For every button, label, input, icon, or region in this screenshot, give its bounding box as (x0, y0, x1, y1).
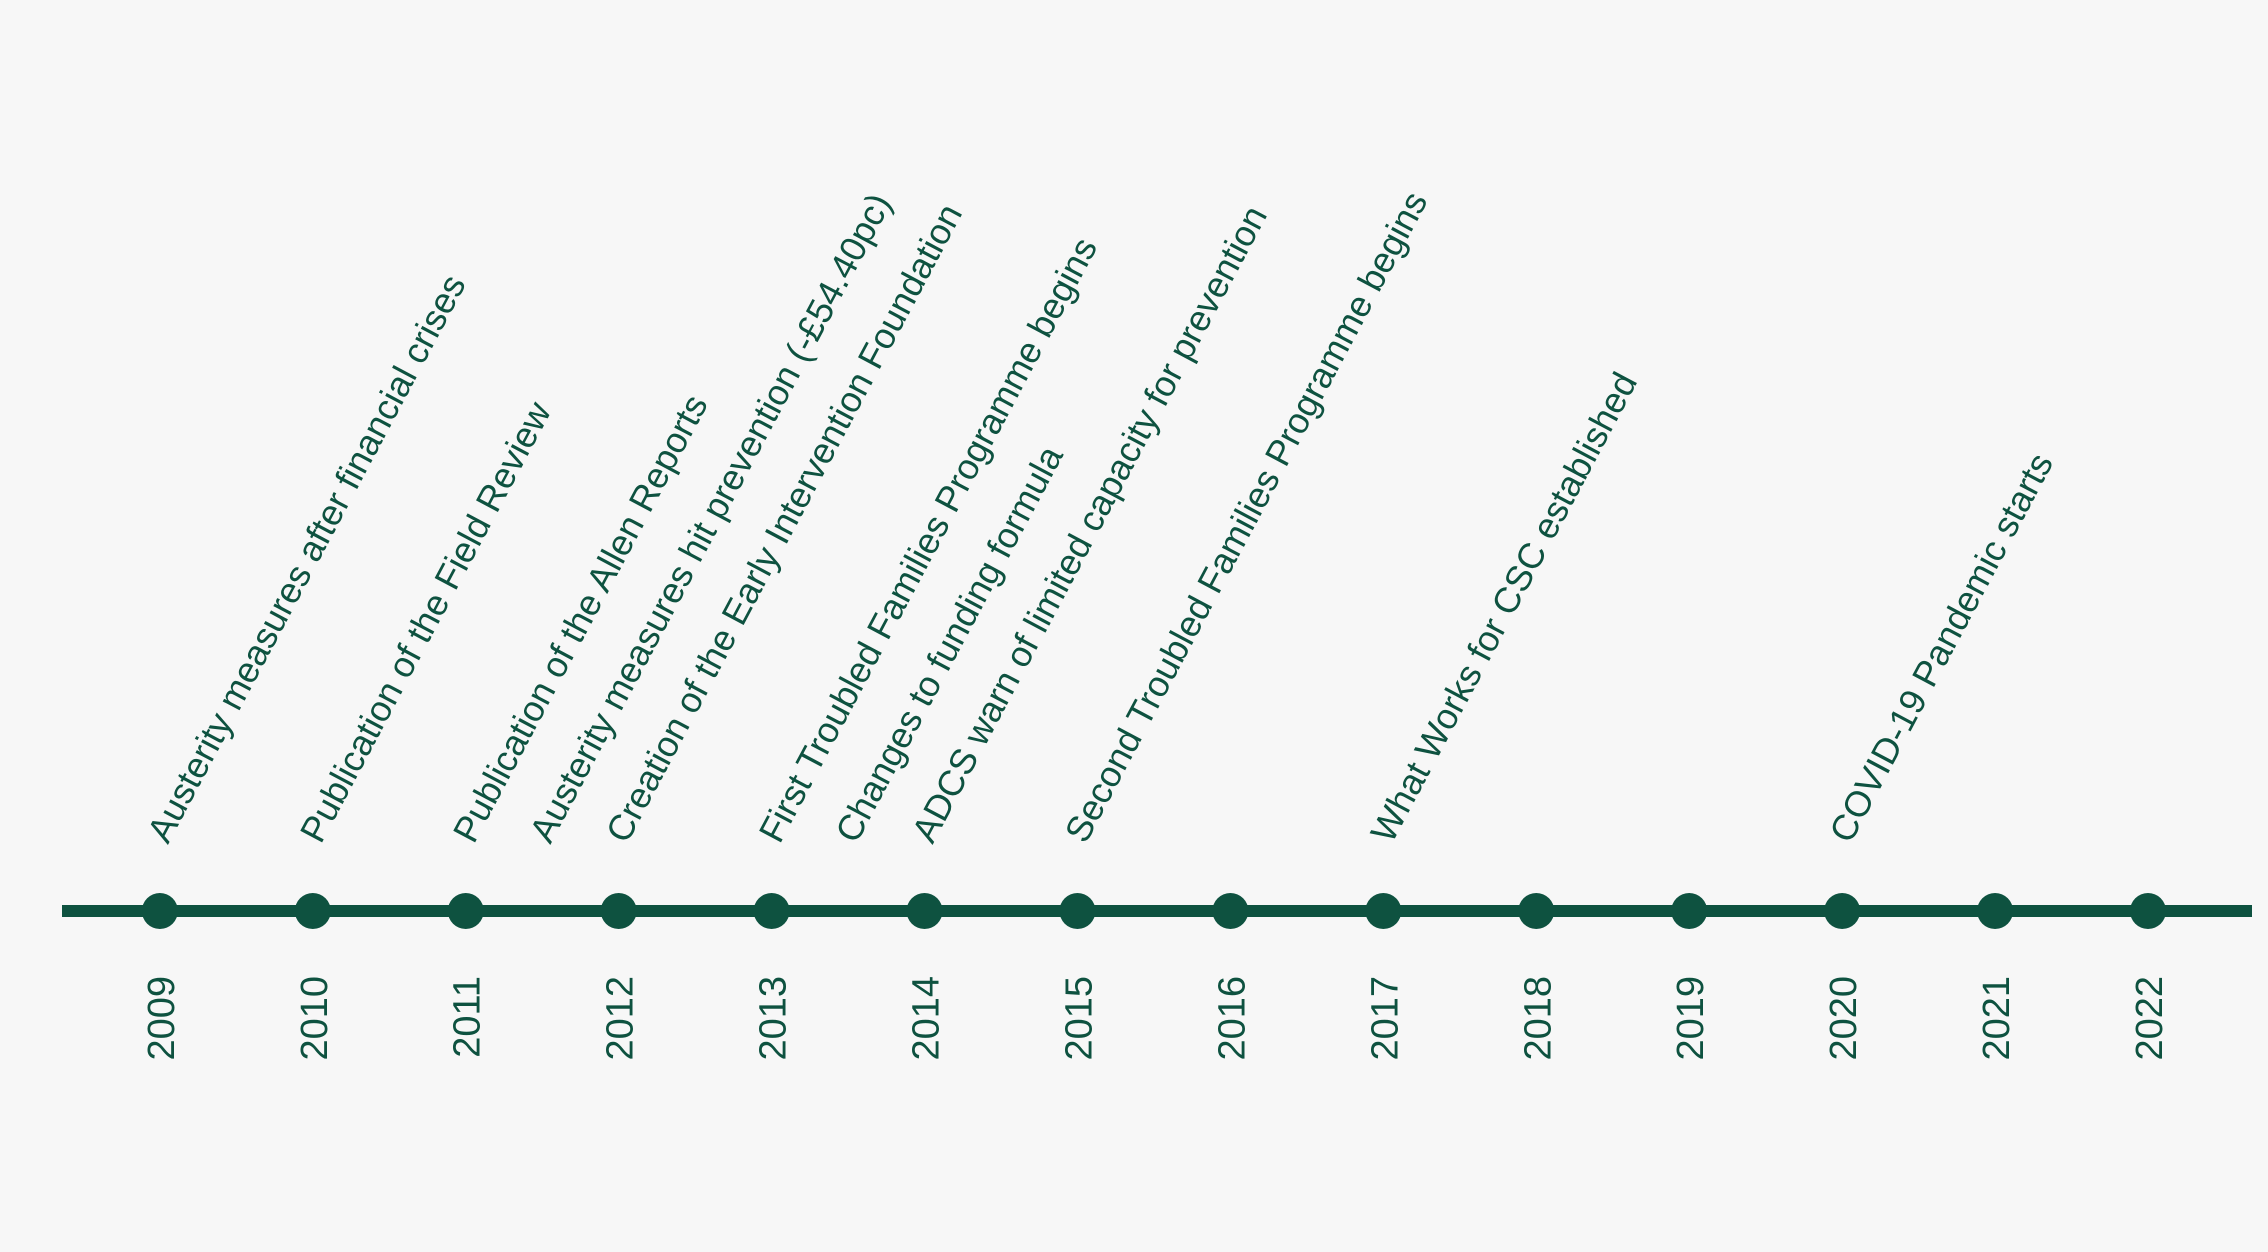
event-label: What Works for CSC established (1362, 366, 1645, 849)
year-label-2014: 2014 (906, 976, 948, 1061)
year-label-2020: 2020 (1823, 976, 1865, 1061)
year-label-2012: 2012 (600, 976, 642, 1061)
event-label: Austerity measures hit prevention (-£54.… (521, 186, 899, 848)
year-marker-2014 (906, 893, 943, 929)
year-marker-2012 (600, 893, 637, 929)
year-label-2017: 2017 (1364, 976, 1406, 1061)
year-label-2018: 2018 (1517, 976, 1559, 1061)
year-label-2009: 2009 (141, 976, 183, 1061)
year-label-2010: 2010 (294, 976, 336, 1061)
year-marker-2009 (141, 893, 178, 929)
year-label-2013: 2013 (753, 976, 795, 1061)
year-label-2015: 2015 (1058, 976, 1100, 1061)
event-label: Publication of the Field Review (292, 394, 560, 849)
year-label-2022: 2022 (2129, 976, 2171, 1061)
year-markers (141, 893, 2167, 929)
year-marker-2017 (1365, 893, 1402, 929)
event-labels: Austerity measures after financial crise… (139, 185, 2061, 849)
year-marker-2016 (1212, 893, 1249, 929)
event-label: Austerity measures after financial crise… (139, 268, 474, 849)
year-marker-2013 (753, 893, 790, 929)
year-marker-2019 (1671, 893, 1708, 929)
year-marker-2011 (447, 893, 484, 929)
year-marker-2018 (1518, 893, 1555, 929)
year-labels: 2009 2010 2011 2012 2013 2014 2015 2016 2017 2018… (141, 976, 2171, 1061)
year-label-2016: 2016 (1211, 976, 1253, 1061)
year-label-2011: 2011 (447, 976, 489, 1058)
event-label: COVID-19 Pandemic starts (1821, 446, 2061, 849)
year-marker-2022 (2130, 893, 2167, 929)
year-label-2019: 2019 (1670, 976, 1712, 1061)
year-marker-2010 (294, 893, 331, 929)
year-label-2021: 2021 (1976, 976, 2018, 1061)
year-marker-2015 (1059, 893, 1096, 929)
year-marker-2020 (1824, 893, 1861, 929)
year-marker-2021 (1977, 893, 2014, 929)
